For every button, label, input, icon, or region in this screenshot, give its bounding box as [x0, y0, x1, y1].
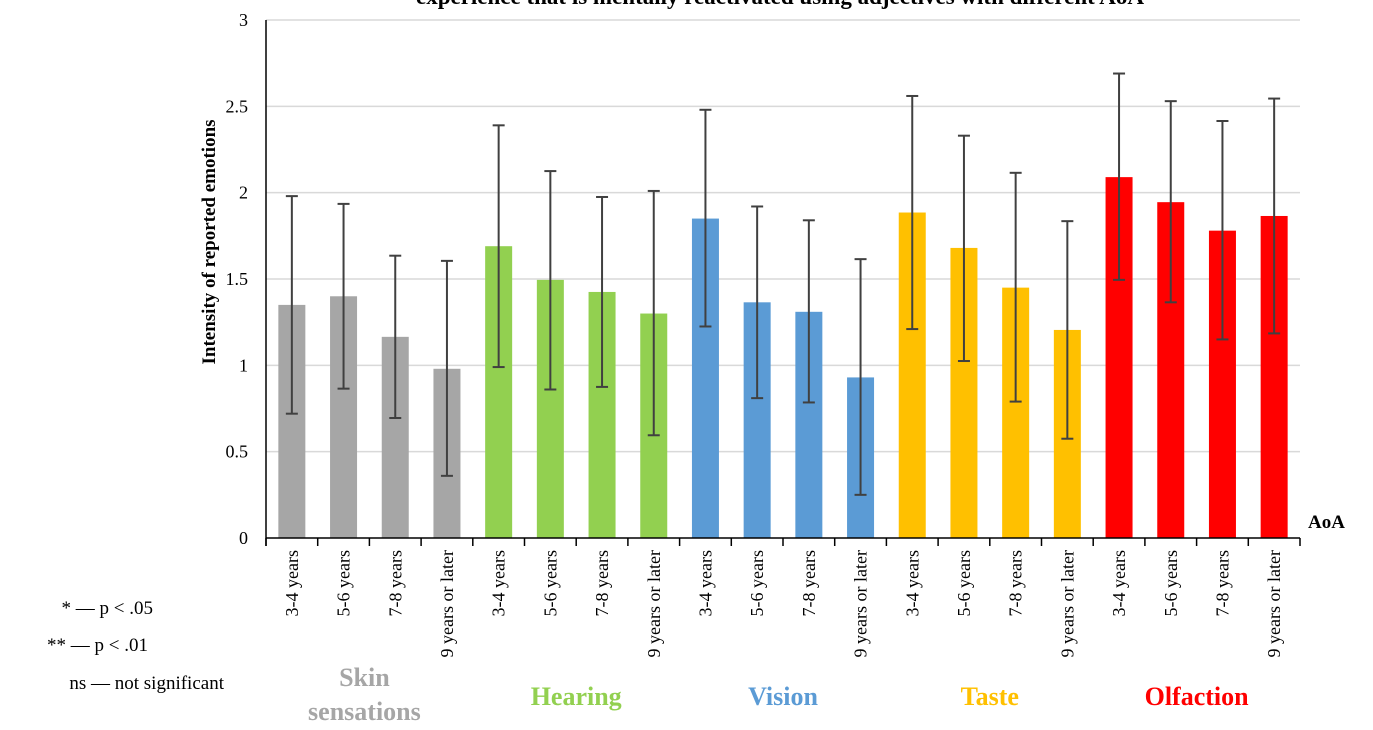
group-labels: Skin sensations Hearing Vision Taste Olfactio…	[308, 663, 1249, 726]
x-tick-label: 9 years or later	[644, 550, 664, 657]
x-tick-label: 9 years or later	[1057, 550, 1077, 657]
group-label: Skin	[339, 663, 390, 692]
axes	[265, 20, 1301, 546]
x-tick-label: 5-6 years	[334, 550, 354, 616]
error-bars	[285, 72, 1281, 496]
y-tick-label: 0	[239, 528, 248, 548]
x-tick-label: 7-8 years	[592, 550, 612, 616]
x-tick-label: 9 years or later	[1264, 550, 1284, 657]
x-tick-label: 3-4 years	[489, 550, 509, 616]
y-tick-label: 0.5	[226, 442, 249, 462]
y-tick-label: 3	[239, 10, 248, 30]
x-tick-label: 7-8 years	[1212, 550, 1232, 616]
x-tick-label: 3-4 years	[695, 550, 715, 616]
x-tick-label: 3-4 years	[282, 550, 302, 616]
group-label: Olfaction	[1145, 682, 1250, 711]
group-label: Hearing	[531, 682, 622, 711]
legend-item-p01: ** — p < .01	[47, 635, 148, 656]
y-tick-label: 1.5	[226, 269, 249, 289]
y-axis-title: Intensity of reported emotions	[199, 119, 220, 364]
y-tick-labels: 0 0.5 1 1.5 2 2.5 3	[226, 10, 249, 548]
significance-legend: * — p < .05 ** — p < .01 ns — not signif…	[47, 598, 225, 694]
group-label: Vision	[748, 682, 818, 711]
x-tick-label: 9 years or later	[437, 550, 457, 657]
y-tick-label: 2	[239, 183, 248, 203]
x-tick-label: 9 years or later	[851, 550, 871, 657]
group-label: sensations	[308, 697, 421, 726]
gridlines	[266, 19, 1300, 453]
legend-item-p05: * — p < .05	[62, 598, 153, 619]
x-tick-label: 3-4 years	[1109, 550, 1129, 616]
x-tick-labels: 3-4 years 5-6 years 7-8 years 9 years or la…	[282, 550, 1284, 657]
y-tick-label: 1	[239, 355, 248, 375]
x-axis-title: AoA	[1308, 512, 1345, 533]
legend-item-ns: ns — not significant	[69, 673, 224, 694]
x-tick-label: 5-6 years	[540, 550, 560, 616]
x-tick-label: 7-8 years	[799, 550, 819, 616]
x-tick-label: 7-8 years	[1006, 550, 1026, 616]
x-tick-label: 7-8 years	[385, 550, 405, 616]
x-tick-label: 5-6 years	[954, 550, 974, 616]
group-label: Taste	[961, 682, 1019, 711]
x-tick-label: 3-4 years	[902, 550, 922, 616]
x-tick-label: 5-6 years	[747, 550, 767, 616]
bars	[278, 177, 1288, 539]
chart-title: experience that is mentally reactivated …	[416, 0, 1144, 9]
y-tick-label: 2.5	[226, 96, 249, 116]
x-tick-label: 5-6 years	[1161, 550, 1181, 616]
